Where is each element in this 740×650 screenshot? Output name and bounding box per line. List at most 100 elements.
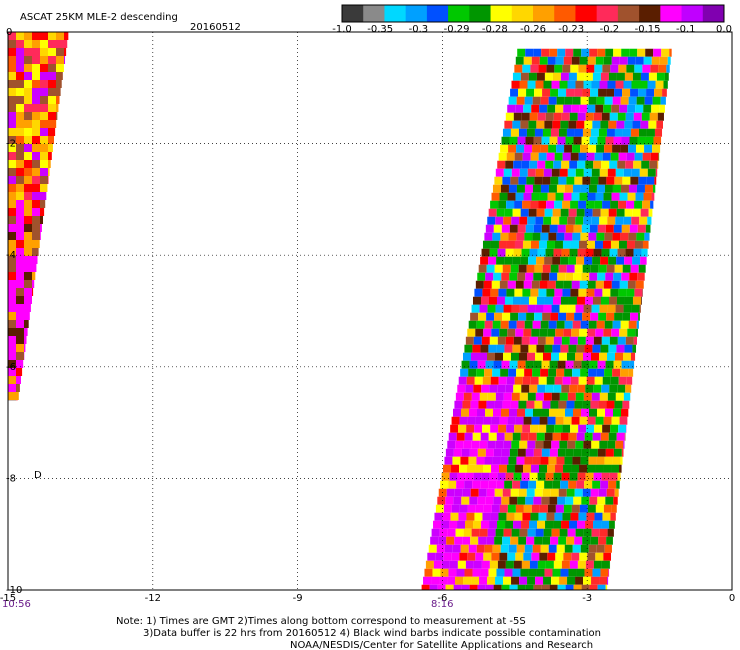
data-cell [511,216,520,225]
data-cell [8,136,16,144]
data-cell [573,224,582,233]
data-cell [579,192,588,201]
data-cell [579,328,588,337]
data-cell [518,88,527,97]
data-cell [551,168,560,177]
data-cell [484,544,493,553]
data-cell [556,456,565,465]
data-cell [545,520,554,529]
data-cell [567,80,576,89]
data-cell [502,264,511,273]
data-cell [568,208,577,217]
data-cell [583,392,592,401]
data-cell [506,424,515,433]
data-cell [512,344,521,353]
data-cell [500,320,509,329]
data-cell [16,88,24,96]
data-cell [48,96,56,104]
data-cell [538,376,547,385]
data-cell [546,152,555,161]
data-cell [528,296,537,305]
data-cell [538,512,547,521]
data-cell [625,160,634,169]
data-cell [642,200,651,209]
colorbar-swatch [384,5,407,22]
data-cell [531,552,540,561]
data-cell [451,464,460,473]
y-tick-label: -8 [6,473,16,484]
data-cell [553,160,562,169]
data-cell [596,368,605,377]
data-cell [621,136,630,145]
data-cell [523,504,532,513]
data-cell [592,72,601,81]
data-cell [470,536,479,545]
data-cell [544,344,553,353]
data-cell [605,584,608,590]
colorbar-swatch [448,5,470,22]
data-cell [554,64,563,73]
data-cell [612,232,621,241]
data-cell [542,176,551,185]
data-cell [491,552,500,561]
data-cell [594,240,603,249]
data-cell [604,96,613,105]
data-cell [533,272,542,281]
data-cell [627,192,636,201]
data-cell [516,96,525,105]
data-cell [586,512,595,521]
data-cell [493,408,502,417]
data-cell [508,368,517,377]
data-cell [490,512,499,521]
data-cell [496,256,505,265]
data-cell [16,136,24,144]
data-cell [486,264,495,273]
data-cell [602,512,611,521]
data-cell [566,88,575,97]
data-cell [493,448,502,457]
colorbar-swatch [342,5,364,22]
data-cell [570,288,579,297]
data-cell [603,104,612,113]
data-cell [507,416,516,425]
data-cell [554,240,563,249]
data-cell [650,64,659,73]
data-cell [552,344,561,353]
data-cell [524,368,533,377]
data-cell [652,144,661,153]
data-cell [501,136,510,145]
data-cell [481,336,490,345]
data-cell [606,536,613,545]
data-cell [593,336,602,345]
data-cell [653,48,662,57]
data-cell [602,288,611,297]
data-cell [552,480,561,489]
data-cell [654,88,663,97]
data-cell [618,376,627,385]
data-cell [8,184,16,192]
data-cell [480,432,489,441]
data-cell [621,224,630,233]
data-cell [524,144,533,153]
data-cell [561,112,570,121]
data-cell [609,248,618,257]
data-cell [584,432,593,441]
data-cell [585,248,594,257]
data-cell [510,488,519,497]
data-cell [474,288,483,297]
data-cell [616,432,625,441]
data-cell [611,280,620,289]
data-cell [515,192,524,201]
data-cell [40,72,48,80]
data-cell [640,72,649,81]
data-cell [529,520,538,529]
data-cell [495,392,504,401]
data-cell [525,584,534,590]
data-cell [503,440,512,449]
data-cell [626,376,633,385]
data-cell [543,80,552,89]
data-cell [503,216,512,225]
data-cell [8,120,16,128]
data-cell [525,408,534,417]
data-cell [655,80,664,89]
